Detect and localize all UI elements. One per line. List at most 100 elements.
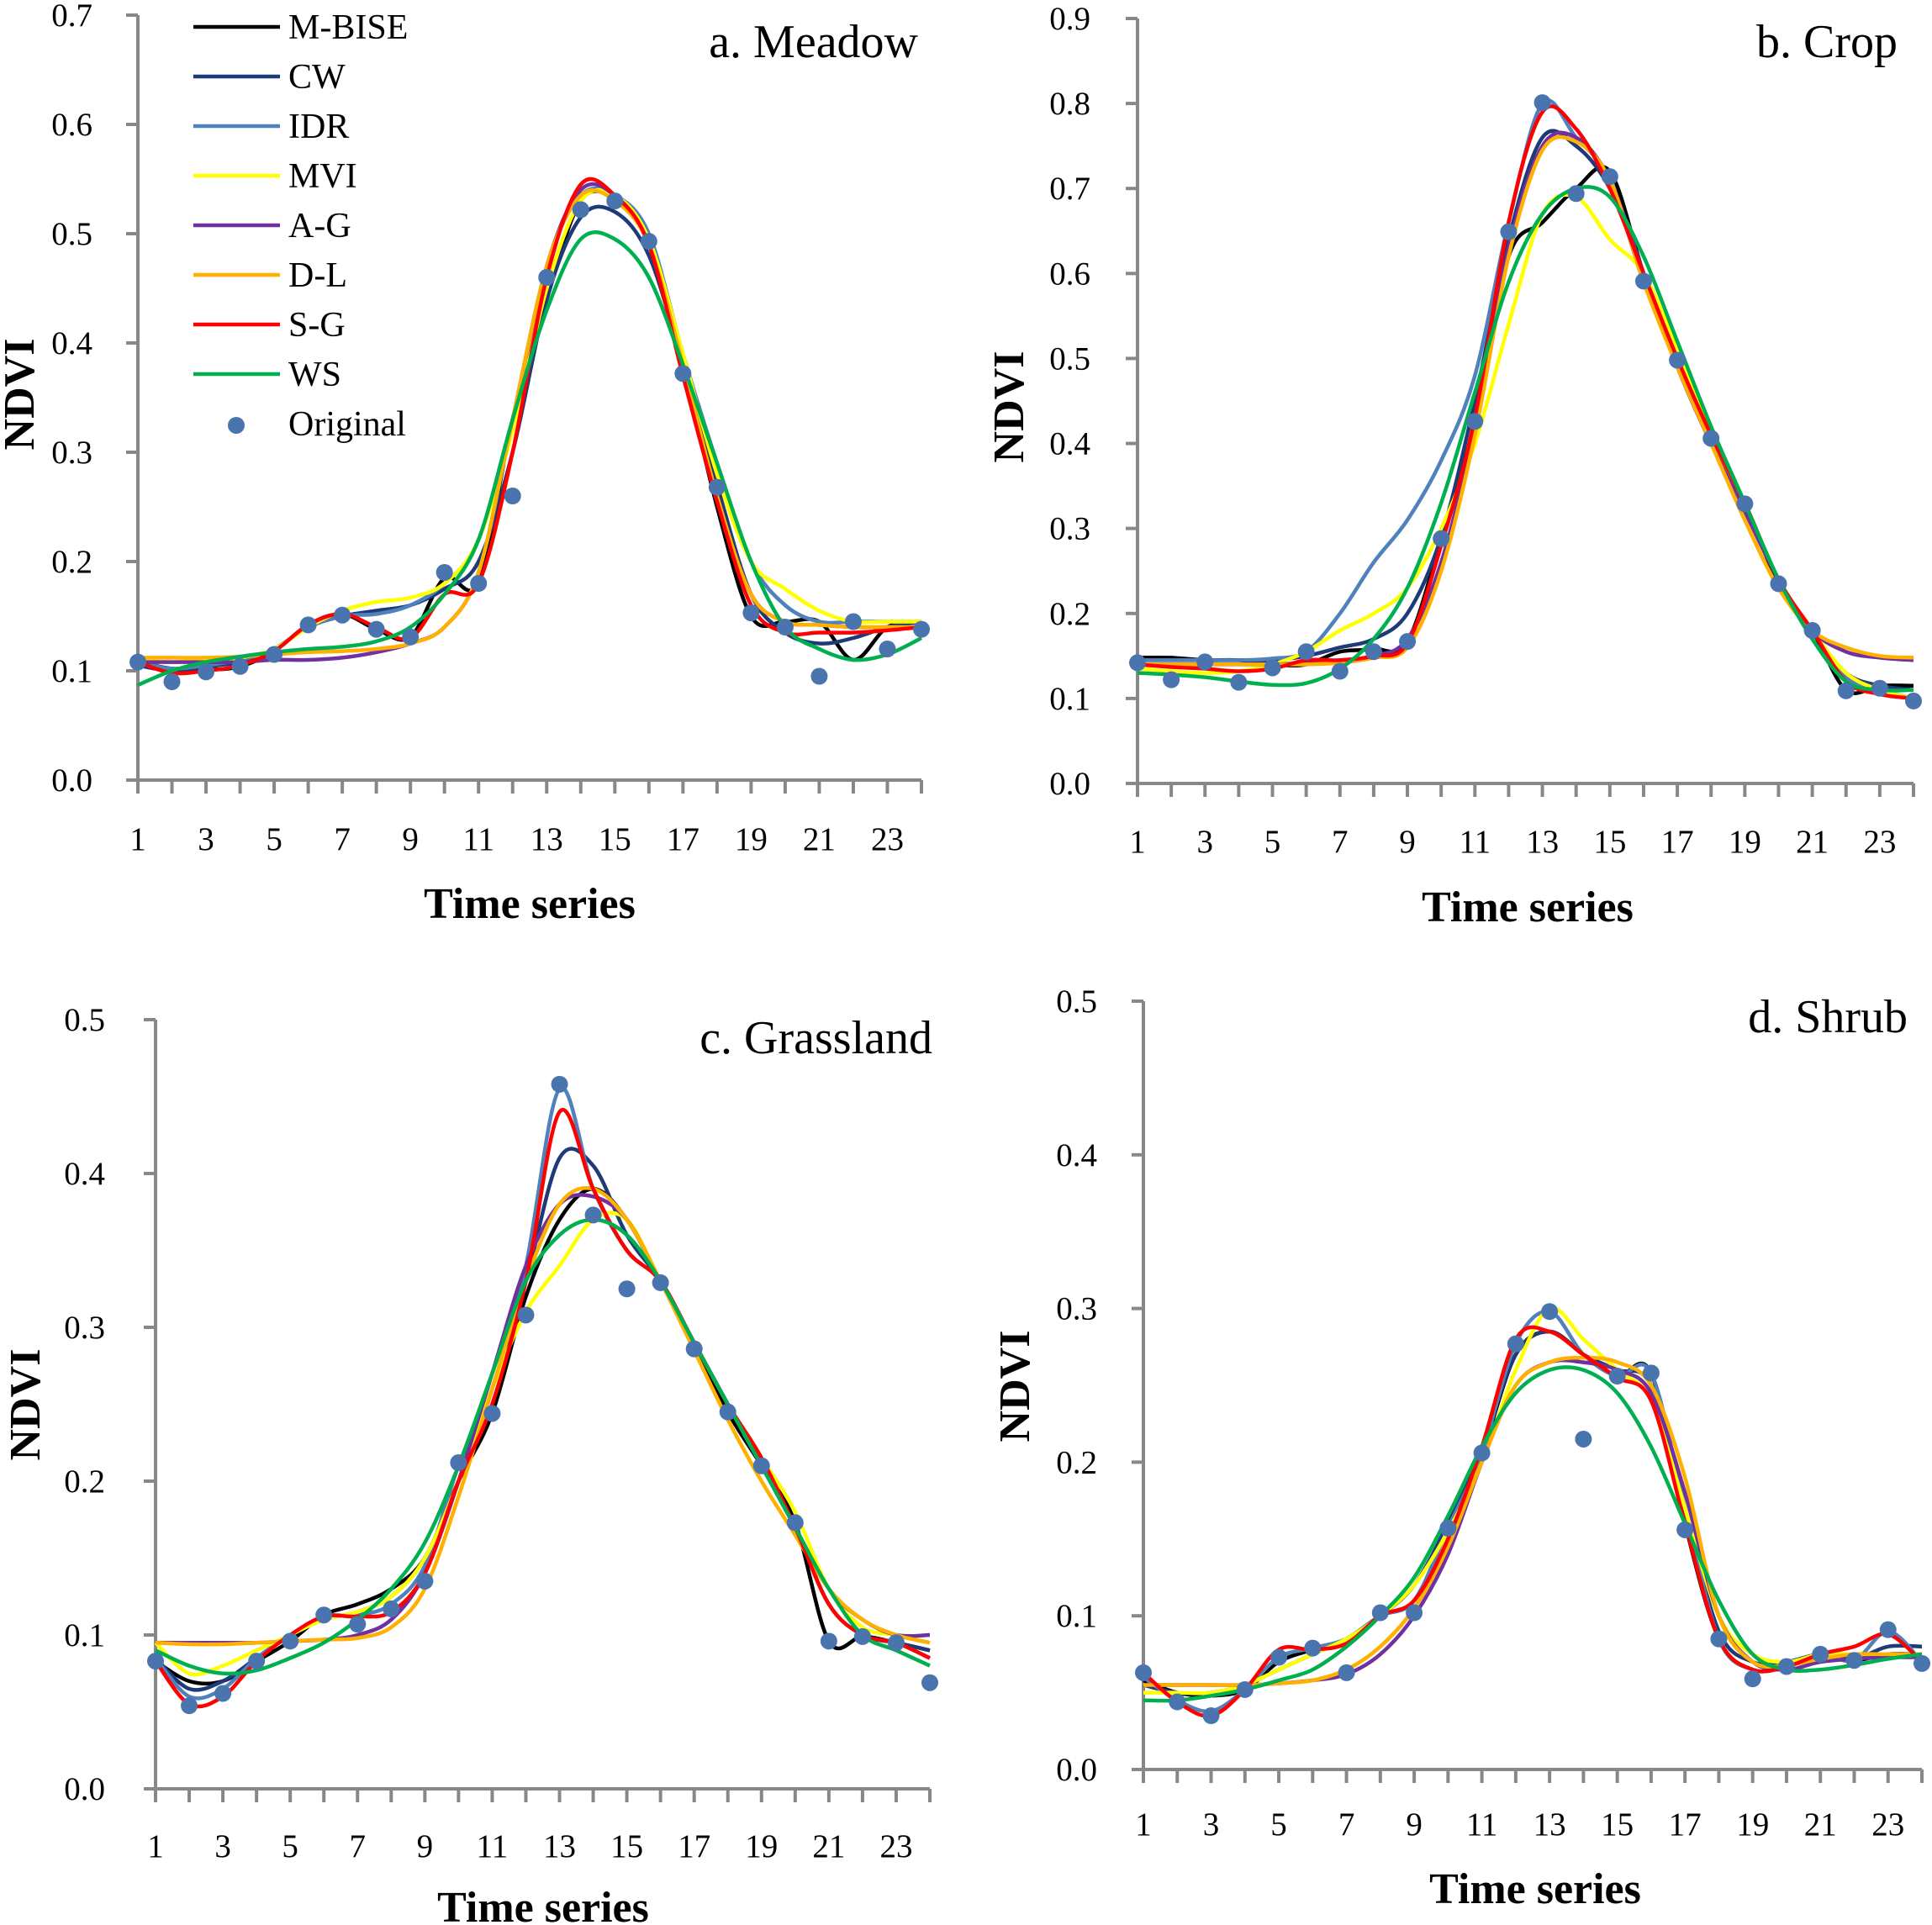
panel-2: 0.00.10.20.30.40.51 3 5 7 9 11 13 15 17 19 21 23Tim… (2, 1002, 938, 1925)
x-tick-label: 11 (462, 821, 494, 857)
original-point (1297, 643, 1315, 661)
original-point (1230, 673, 1248, 691)
original-point (618, 1280, 636, 1298)
x-tick-label: 13 (531, 821, 563, 857)
x-tick-label: 19 (735, 821, 768, 857)
original-point (1439, 1520, 1457, 1537)
x-tick-label: 7 (350, 1828, 367, 1864)
original-point (1669, 351, 1687, 369)
original-point (129, 653, 146, 671)
original-point (282, 1632, 299, 1650)
y-tick-label: 0.4 (64, 1156, 105, 1192)
original-point (1169, 1693, 1186, 1711)
original-point (198, 663, 215, 681)
x-tick-label: 19 (1736, 1806, 1769, 1843)
y-tick-label: 0.9 (1049, 1, 1090, 37)
original-point (1567, 185, 1585, 203)
x-tick-label: 5 (1264, 824, 1281, 860)
x-tick-label: 3 (198, 821, 214, 857)
x-tick-label: 19 (1729, 824, 1761, 860)
original-point (470, 575, 488, 592)
y-tick-label: 0.1 (1049, 681, 1090, 717)
y-tick-label: 0.0 (51, 762, 92, 799)
x-tick-label: 23 (879, 1828, 912, 1864)
y-tick-label: 0.5 (1056, 984, 1097, 1020)
legend-label: CW (288, 58, 346, 97)
original-point (450, 1454, 467, 1472)
original-point (1871, 679, 1888, 697)
original-point (1338, 1664, 1355, 1681)
legend-label: M-BISE (288, 8, 408, 47)
x-tick-label: 17 (678, 1828, 710, 1864)
original-point (913, 620, 930, 638)
original-point (810, 667, 828, 685)
original-point (1163, 671, 1180, 688)
original-point (1803, 622, 1821, 639)
original-point (1914, 1654, 1930, 1672)
x-axis-title: Time series (437, 1884, 649, 1925)
original-point (504, 488, 521, 504)
original-point (1744, 1670, 1761, 1688)
original-point (786, 1514, 804, 1532)
legend-label: WS (288, 356, 341, 394)
original-point (853, 1627, 871, 1645)
original-point (1777, 1658, 1795, 1675)
original-point (551, 1075, 568, 1093)
series-line-a-g (138, 182, 921, 665)
x-tick-label: 11 (1466, 1806, 1498, 1843)
original-point (674, 365, 692, 382)
original-point (1399, 633, 1417, 651)
series-line-mvi (1137, 192, 1914, 701)
legend-label: D-L (288, 256, 347, 295)
original-point (1371, 1604, 1389, 1622)
original-point (1202, 1707, 1220, 1725)
x-tick-label: 11 (1460, 824, 1491, 860)
x-tick-label: 7 (334, 821, 351, 857)
original-point (652, 1274, 669, 1291)
y-tick-label: 0.4 (1049, 426, 1090, 462)
original-point (1406, 1604, 1423, 1622)
original-point (181, 1697, 198, 1715)
original-point (1236, 1680, 1254, 1698)
legend-label: A-G (288, 207, 351, 245)
original-point (1736, 495, 1754, 513)
legend: M-BISE CW IDR MVI A-G D-L S-G WS Original (193, 8, 408, 444)
x-tick-label: 3 (1203, 1806, 1220, 1843)
original-point (214, 1685, 232, 1702)
original-point (1500, 223, 1518, 240)
x-tick-label: 21 (803, 821, 836, 857)
original-point (299, 616, 317, 634)
original-point (1634, 272, 1652, 290)
original-point (1331, 662, 1349, 680)
original-point (820, 1632, 837, 1650)
original-point (742, 604, 760, 622)
original-point (640, 233, 657, 251)
original-point (1676, 1521, 1694, 1538)
original-point (719, 1403, 736, 1421)
original-point (147, 1653, 164, 1670)
original-point (1466, 413, 1484, 430)
original-point (367, 620, 385, 638)
y-tick-label: 0.5 (51, 216, 92, 252)
original-point (887, 1634, 905, 1652)
y-tick-label: 0.2 (1056, 1444, 1097, 1480)
original-point (572, 201, 589, 219)
y-tick-label: 0.1 (64, 1617, 105, 1653)
y-tick-label: 0.2 (51, 544, 92, 580)
original-point (1601, 168, 1618, 186)
x-tick-label: 21 (812, 1828, 845, 1864)
x-tick-label: 13 (543, 1828, 576, 1864)
x-tick-label: 5 (282, 1828, 298, 1864)
series-line-mvi (137, 187, 921, 664)
y-tick-label: 0.6 (51, 107, 92, 143)
x-tick-label: 1 (1135, 1806, 1152, 1843)
y-tick-label: 0.4 (1056, 1137, 1097, 1173)
x-tick-label: 15 (610, 1828, 643, 1864)
series-line-s-g (154, 1107, 931, 1709)
x-tick-label: 1 (129, 821, 146, 857)
original-point (435, 564, 453, 581)
x-tick-label: 21 (1804, 1806, 1837, 1843)
original-point (1129, 654, 1146, 672)
series-line-m-bise (154, 1187, 931, 1686)
legend-label: IDR (288, 108, 349, 146)
